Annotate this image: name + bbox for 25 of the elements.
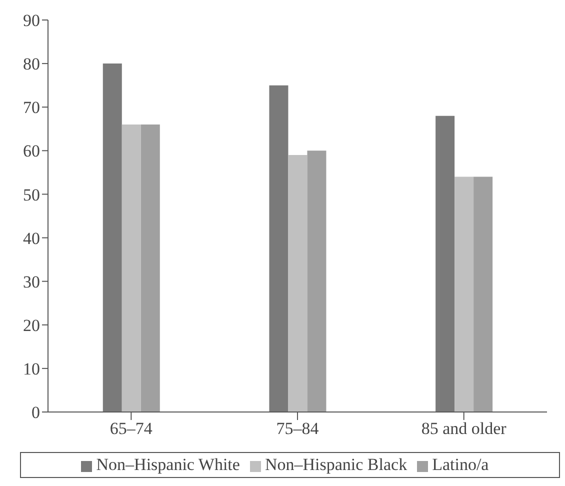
bar bbox=[140, 124, 160, 412]
x-tick-label: 65–74 bbox=[110, 419, 153, 438]
y-tick-label: 40 bbox=[23, 228, 40, 248]
y-tick-label: 20 bbox=[23, 316, 40, 335]
legend-label: Non–Hispanic Black bbox=[264, 455, 408, 474]
y-tick-label: 0 bbox=[32, 403, 40, 422]
legend-label: Non–Hispanic White bbox=[96, 455, 240, 474]
y-tick-label: 70 bbox=[23, 98, 40, 118]
bar bbox=[102, 64, 122, 412]
bar bbox=[454, 176, 474, 412]
x-tick-label: 75–84 bbox=[276, 419, 320, 438]
y-tick-label: 10 bbox=[23, 359, 40, 378]
bar bbox=[474, 176, 493, 412]
bar bbox=[288, 155, 308, 412]
y-tick-label: 30 bbox=[23, 272, 40, 292]
bar bbox=[122, 124, 141, 412]
legend-label: Latino/a bbox=[432, 455, 489, 474]
bar bbox=[307, 150, 326, 412]
y-tick-label: 50 bbox=[23, 185, 40, 204]
y-tick-label: 90 bbox=[23, 11, 40, 30]
bar bbox=[269, 85, 288, 412]
y-tick-label: 80 bbox=[23, 54, 40, 74]
y-tick-label: 60 bbox=[23, 142, 40, 161]
bar bbox=[436, 116, 455, 412]
x-tick-label: 85 and older bbox=[421, 419, 507, 438]
